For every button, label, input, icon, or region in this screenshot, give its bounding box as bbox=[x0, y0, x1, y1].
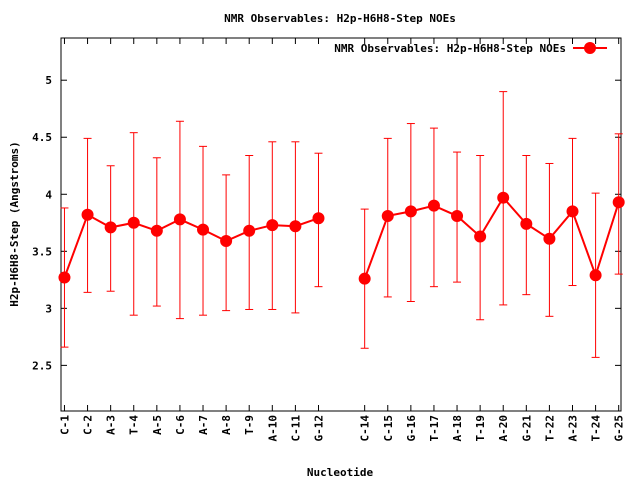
x-tick-label: C-2 bbox=[82, 415, 95, 435]
data-point bbox=[197, 223, 210, 236]
legend-marker bbox=[584, 42, 596, 54]
x-tick-label: A-8 bbox=[220, 415, 233, 435]
x-tick-label: T-19 bbox=[474, 415, 487, 442]
data-point bbox=[358, 272, 371, 285]
series-line bbox=[363, 196, 620, 280]
data-point bbox=[543, 232, 556, 245]
x-tick-label: T-4 bbox=[128, 415, 141, 435]
y-tick-label: 4.5 bbox=[32, 131, 52, 144]
plot-area: 2.5 3 3.5 4 4.5 5 C-1 C-2 A-3 T-4 A-5 C-6 A-7 A-8 T-9 A… bbox=[32, 37, 626, 442]
data-point bbox=[566, 205, 579, 218]
plot-frame bbox=[60, 37, 622, 412]
x-tick-label: C-14 bbox=[359, 415, 372, 442]
y-tick-label: 4 bbox=[45, 188, 52, 201]
series-line bbox=[63, 213, 319, 278]
y-tick-label: 5 bbox=[45, 74, 52, 87]
chart-title: NMR Observables: H2p-H6H8-Step NOEs bbox=[224, 12, 456, 25]
data-point bbox=[612, 196, 625, 209]
y-axis-label: H2p-H6H8-Step (Angstroms) bbox=[8, 141, 21, 307]
x-tick-label: C-6 bbox=[174, 415, 187, 435]
x-tick-label: C-1 bbox=[58, 415, 71, 435]
x-tick-label: A-20 bbox=[497, 415, 510, 442]
data-point bbox=[589, 269, 602, 282]
x-tick-label: T-17 bbox=[428, 415, 441, 442]
data-point bbox=[58, 271, 71, 284]
x-tick-label: T-22 bbox=[543, 415, 556, 442]
legend: NMR Observables: H2p-H6H8-Step NOEs bbox=[334, 42, 607, 55]
x-tick-label: G-25 bbox=[613, 415, 626, 442]
x-tick-label: T-24 bbox=[590, 415, 603, 442]
data-point bbox=[150, 224, 163, 237]
x-tick-label: C-11 bbox=[289, 415, 302, 442]
x-tick-label: A-23 bbox=[567, 415, 580, 442]
data-point bbox=[474, 230, 487, 243]
data-point bbox=[243, 224, 256, 237]
x-tick-label: G-16 bbox=[405, 415, 418, 442]
data-point bbox=[289, 220, 302, 233]
data-point bbox=[173, 213, 186, 226]
data-point bbox=[404, 205, 417, 218]
x-tick-label: A-10 bbox=[266, 415, 279, 442]
data-point bbox=[220, 235, 233, 248]
data-point bbox=[451, 209, 464, 222]
data-point bbox=[520, 217, 533, 230]
data-point bbox=[104, 221, 117, 234]
data-point bbox=[127, 216, 140, 229]
legend-label: NMR Observables: H2p-H6H8-Step NOEs bbox=[334, 42, 566, 55]
data-point bbox=[266, 219, 279, 232]
data-point bbox=[497, 191, 510, 204]
x-tick-label: T-9 bbox=[243, 415, 256, 435]
data-point bbox=[427, 199, 440, 212]
x-tick-label: G-12 bbox=[312, 415, 325, 442]
data-point bbox=[381, 209, 394, 222]
x-tick-label: C-15 bbox=[382, 415, 395, 442]
y-tick-label: 3 bbox=[45, 302, 52, 315]
x-tick-label: G-21 bbox=[520, 415, 533, 442]
x-axis-label: Nucleotide bbox=[307, 466, 374, 479]
x-tick-label: A-7 bbox=[197, 415, 210, 435]
x-tick-label: A-3 bbox=[105, 415, 118, 435]
x-tick-label: A-18 bbox=[451, 415, 464, 442]
data-point bbox=[312, 212, 325, 225]
y-tick-label: 2.5 bbox=[32, 359, 52, 372]
y-tick-label: 3.5 bbox=[32, 245, 52, 258]
data-point bbox=[81, 208, 94, 221]
x-tick-label: A-5 bbox=[151, 415, 164, 435]
